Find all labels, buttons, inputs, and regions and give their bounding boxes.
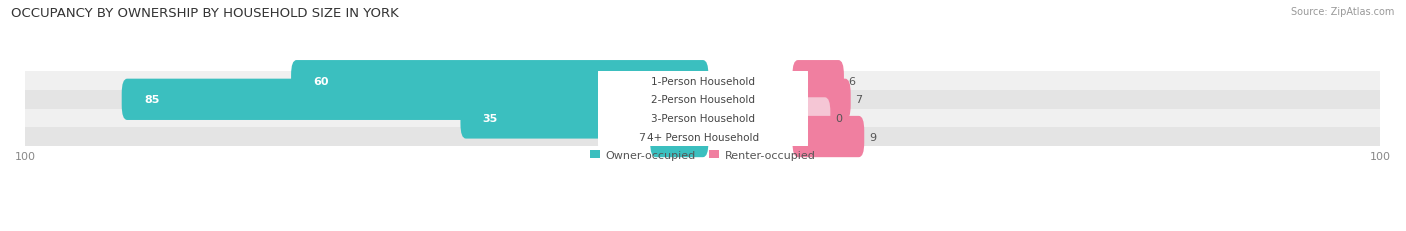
FancyBboxPatch shape [598, 84, 808, 153]
Text: 1-Person Household: 1-Person Household [651, 76, 755, 86]
Bar [25, 128, 1381, 146]
FancyBboxPatch shape [460, 98, 709, 139]
Text: 9: 9 [869, 132, 876, 142]
FancyBboxPatch shape [122, 79, 709, 120]
FancyBboxPatch shape [793, 116, 865, 158]
Text: OCCUPANCY BY OWNERSHIP BY HOUSEHOLD SIZE IN YORK: OCCUPANCY BY OWNERSHIP BY HOUSEHOLD SIZE… [11, 7, 399, 20]
Bar [25, 72, 1381, 91]
Text: 0: 0 [835, 113, 842, 123]
Text: Source: ZipAtlas.com: Source: ZipAtlas.com [1291, 7, 1395, 17]
FancyBboxPatch shape [291, 61, 709, 102]
Bar [25, 109, 1381, 128]
FancyBboxPatch shape [598, 102, 808, 172]
Bar [25, 91, 1381, 109]
Text: 7: 7 [855, 95, 862, 105]
Text: 35: 35 [482, 113, 498, 123]
Text: 4+ Person Household: 4+ Person Household [647, 132, 759, 142]
Text: 6: 6 [849, 76, 856, 86]
Text: 60: 60 [314, 76, 329, 86]
FancyBboxPatch shape [793, 79, 851, 120]
Text: 7: 7 [638, 132, 645, 142]
FancyBboxPatch shape [598, 65, 808, 134]
Legend: Owner-occupied, Renter-occupied: Owner-occupied, Renter-occupied [586, 146, 820, 164]
FancyBboxPatch shape [598, 47, 808, 116]
FancyBboxPatch shape [793, 98, 831, 139]
Text: 85: 85 [143, 95, 159, 105]
FancyBboxPatch shape [793, 61, 844, 102]
FancyBboxPatch shape [650, 116, 709, 158]
Text: 2-Person Household: 2-Person Household [651, 95, 755, 105]
Text: 3-Person Household: 3-Person Household [651, 113, 755, 123]
